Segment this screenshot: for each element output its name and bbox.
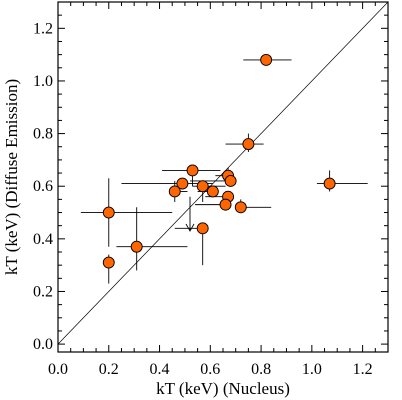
data-point	[234, 201, 247, 214]
data-point	[102, 256, 115, 269]
y-axis-label: kT (keV) (Diffuse Emission)	[2, 79, 21, 275]
data-point	[196, 180, 209, 193]
data-point	[102, 206, 115, 219]
data-point	[196, 222, 209, 235]
y-tick-label: 1.2	[33, 20, 53, 37]
data-point	[260, 53, 273, 66]
axis-ticks	[57, 1, 389, 352]
tick-labels: 0.0 0.2 0.4 0.6 0.8 1.0 1.2 0.0 0.2 0.4 0.6 0.8 1.0 1…	[33, 20, 373, 378]
y-tick-label: 0.0	[33, 336, 53, 353]
data-points	[102, 53, 336, 269]
x-tick-label: 0.0	[48, 361, 68, 378]
data-point	[168, 185, 181, 198]
data-point	[323, 177, 336, 190]
data-point	[242, 138, 255, 151]
y-tick-label: 1.0	[33, 73, 53, 90]
x-tick-label: 0.8	[251, 361, 271, 378]
x-tick-label: 1.0	[302, 361, 322, 378]
data-point	[219, 198, 232, 211]
y-tick-label: 0.6	[33, 178, 53, 195]
upper-limit-arrows	[185, 196, 195, 232]
data-point	[206, 185, 219, 198]
upper-limit-arrow-head	[185, 223, 195, 232]
data-point	[130, 240, 143, 253]
x-tick-label: 0.6	[200, 361, 220, 378]
x-axis-label: kT (keV) (Nucleus)	[156, 379, 290, 398]
x-tick-label: 0.2	[99, 361, 119, 378]
y-tick-label: 0.2	[33, 283, 53, 300]
x-tick-label: 0.4	[150, 361, 170, 378]
data-point	[224, 174, 237, 187]
x-tick-label: 1.2	[353, 361, 373, 378]
y-tick-label: 0.4	[33, 231, 53, 248]
data-point	[186, 164, 199, 177]
y-tick-label: 0.8	[33, 126, 53, 143]
data-point	[176, 177, 189, 190]
